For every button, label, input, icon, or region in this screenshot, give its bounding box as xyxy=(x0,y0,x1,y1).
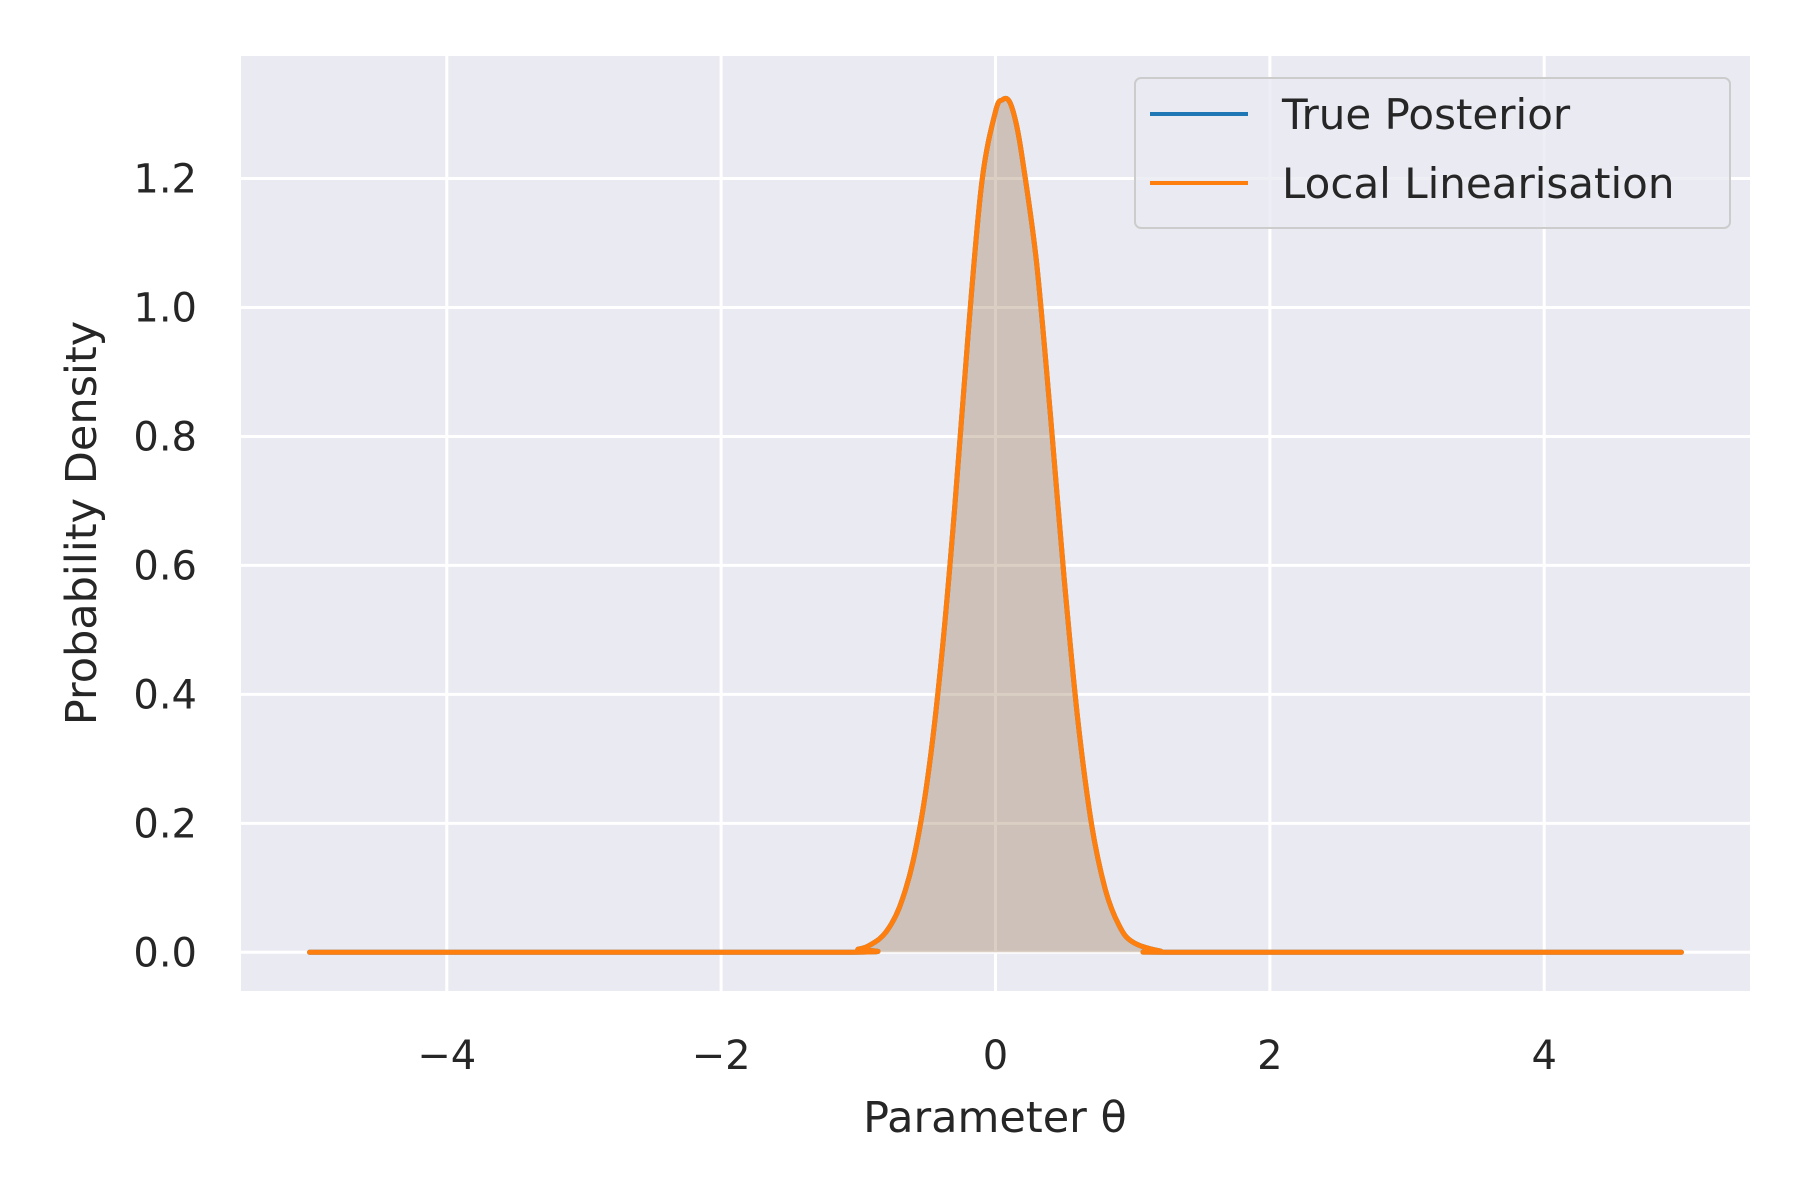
x-tick-label: −2 xyxy=(692,1033,751,1079)
series-fill-local-linearisation xyxy=(309,98,1682,953)
series-line-local-linearisation xyxy=(307,95,1684,955)
y-tick-labels: 0.0 0.2 0.4 0.6 0.8 1.0 1.2 xyxy=(133,157,197,977)
y-tick-label: 0.8 xyxy=(133,414,197,460)
x-tick-label: 0 xyxy=(983,1033,1008,1079)
series-fills xyxy=(309,98,1682,953)
y-tick-label: 1.0 xyxy=(133,285,197,331)
x-axis-label: Parameter θ xyxy=(863,1093,1127,1143)
series-fill-true-posterior xyxy=(309,98,1682,953)
legend-frame xyxy=(1134,77,1731,229)
y-tick-label: 0.0 xyxy=(133,930,197,976)
legend-label-local-linearisation: Local Linearisation xyxy=(1282,159,1674,208)
y-tick-label: 0.2 xyxy=(133,801,197,847)
y-tick-label: 0.4 xyxy=(133,672,197,718)
legend-label-true-posterior: True Posterior xyxy=(1281,90,1571,139)
x-tick-labels: −4 −2 0 2 4 xyxy=(417,1033,1557,1079)
x-tick-label: 2 xyxy=(1257,1033,1282,1079)
grid-lines xyxy=(241,56,1750,991)
legend: True Posterior Local Linearisation xyxy=(1134,77,1731,229)
x-tick-label: −4 xyxy=(417,1033,476,1079)
y-tick-label: 0.6 xyxy=(133,543,197,589)
series-lines xyxy=(307,95,1684,955)
x-tick-label: 4 xyxy=(1532,1033,1557,1079)
y-axis-label: Probability Density xyxy=(57,321,107,725)
y-tick-label: 1.2 xyxy=(133,157,197,203)
